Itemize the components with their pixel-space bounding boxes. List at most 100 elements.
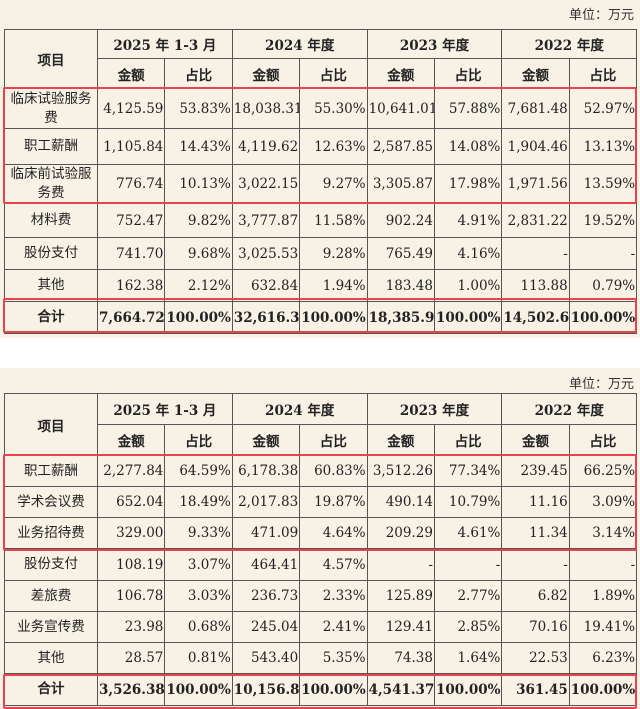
ratio-cell: 100.00% xyxy=(433,301,503,334)
amount-cell: 10,641.01 xyxy=(366,88,435,129)
ratio-header: 占比 xyxy=(433,58,503,89)
ratio-cell: 1.00% xyxy=(433,269,503,302)
amount-cell: 245.04 xyxy=(231,611,301,643)
ratio-cell: 18.49% xyxy=(164,486,233,518)
amount-cell: 4,541.37 xyxy=(366,673,435,706)
ratio-cell: 64.59% xyxy=(164,455,233,487)
total-row: 合计7,664.72100.00%32,616.32100.00%18,385.… xyxy=(4,301,638,334)
amount-header: 金额 xyxy=(231,58,301,89)
ratio-cell: 3.03% xyxy=(164,580,233,612)
period-header: 2025 年 1-3 月 xyxy=(97,29,233,59)
table-row: 学术会议费 652.04 18.49% 2,017.83 19.87% 490.14 10.… xyxy=(4,486,638,518)
amount-cell: 2,587.85 xyxy=(366,128,435,165)
period-header: 2022 年度 xyxy=(501,29,638,59)
ratio-header: 占比 xyxy=(164,424,233,456)
table-row: 股份支付 108.19 3.07% 464.41 4.57% - - - - xyxy=(4,548,638,581)
amount-cell: 6,178.38 xyxy=(231,455,301,487)
period-header: 2025 年 1-3 月 xyxy=(97,393,233,425)
ratio-cell: - xyxy=(568,548,638,581)
ratio-cell: 100.00% xyxy=(164,301,233,334)
ratio-cell: - xyxy=(433,548,503,581)
ratio-cell: 4.91% xyxy=(433,203,503,238)
amount-cell: 23.98 xyxy=(96,611,166,643)
row-label: 临床试验服务费 xyxy=(4,88,98,129)
amount-cell: 902.24 xyxy=(366,203,435,238)
ratio-cell: 100.00% xyxy=(299,301,368,334)
ratio-cell: 100.00% xyxy=(299,673,368,706)
subheader-row: 金额 占比 金额 占比 金额 占比 金额 占比 xyxy=(5,58,638,89)
amount-cell: 7,664.72 xyxy=(96,301,166,334)
row-label: 业务招待费 xyxy=(4,517,98,549)
ratio-cell: 10.79% xyxy=(433,486,503,518)
amount-cell: 2,017.83 xyxy=(231,486,301,518)
ratio-cell: 4.61% xyxy=(433,517,503,549)
amount-cell: 209.29 xyxy=(366,517,435,549)
amount-header: 金额 xyxy=(501,58,570,89)
ratio-header: 占比 xyxy=(433,424,503,456)
ratio-cell: 0.81% xyxy=(164,642,233,674)
period-header: 2022 年度 xyxy=(501,393,638,425)
period-header: 2023 年度 xyxy=(366,393,503,425)
amount-cell: 776.74 xyxy=(96,164,166,204)
rd-expense-panel: 单位：万元 项目 2025 年 1-3 月 2024 年度 2023 年度 2022 年… xyxy=(0,0,640,338)
ratio-cell: 2.41% xyxy=(299,611,368,643)
ratio-cell: 5.35% xyxy=(299,642,368,674)
amount-cell: 3,022.15 xyxy=(231,164,301,204)
header-row: 项目 2025 年 1-3 月 2024 年度 2023 年度 2022 年度 xyxy=(4,393,638,456)
amount-cell: 11.16 xyxy=(501,486,570,518)
amount-cell: 11.34 xyxy=(501,517,570,549)
amount-header: 金额 xyxy=(231,424,301,456)
amount-cell: 18,038.31 xyxy=(231,88,301,129)
sales-expense-table: 项目 2025 年 1-3 月 2024 年度 2023 年度 2022 年度 金额 占比金… xyxy=(4,393,638,706)
amount-cell: 464.41 xyxy=(231,548,301,581)
ratio-cell: 3.07% xyxy=(164,548,233,581)
ratio-cell: 100.00% xyxy=(433,673,503,706)
ratio-cell: 14.08% xyxy=(433,128,503,165)
amount-cell: 7,681.48 xyxy=(501,88,570,129)
amount-cell: 741.70 xyxy=(96,237,166,270)
ratio-cell: 2.85% xyxy=(433,611,503,643)
ratio-cell: 100.00% xyxy=(568,301,638,334)
amount-cell: 129.41 xyxy=(366,611,435,643)
amount-cell: 329.00 xyxy=(96,517,166,549)
amount-cell: 239.45 xyxy=(501,455,570,487)
ratio-header: 占比 xyxy=(568,424,638,456)
table-row: 业务宣传费 23.98 0.68% 245.04 2.41% 129.41 2.85% 70.… xyxy=(4,611,638,643)
amount-cell: 4,125.59 xyxy=(96,88,166,129)
ratio-cell: 17.98% xyxy=(433,164,503,204)
ratio-cell: 9.33% xyxy=(164,517,233,549)
ratio-cell: 53.83% xyxy=(164,88,233,129)
period-header: 2023 年度 xyxy=(366,29,503,59)
amount-cell: 236.73 xyxy=(231,580,301,612)
ratio-cell: 52.97% xyxy=(568,88,638,129)
ratio-cell: 9.82% xyxy=(164,203,233,238)
ratio-cell: 0.68% xyxy=(164,611,233,643)
table-row: 职工薪酬 1,105.84 14.43% 4,119.62 12.63% 2,587.85… xyxy=(4,128,638,165)
table-row: 临床试验服务费 4,125.59 53.83% 18,038.31 55.30% 10,6… xyxy=(4,88,638,129)
ratio-header: 占比 xyxy=(299,58,368,89)
ratio-header: 占比 xyxy=(568,58,638,89)
ratio-header: 占比 xyxy=(164,58,233,89)
ratio-cell: 19.87% xyxy=(299,486,368,518)
amount-cell: 32,616.32 xyxy=(231,301,301,334)
ratio-cell: 3.09% xyxy=(568,486,638,518)
amount-cell: 125.89 xyxy=(366,580,435,612)
ratio-cell: 14.43% xyxy=(164,128,233,165)
row-label: 其他 xyxy=(4,642,98,674)
ratio-cell: 9.28% xyxy=(299,237,368,270)
ratio-cell: 13.13% xyxy=(568,128,638,165)
item-header: 项目 xyxy=(4,29,98,89)
amount-header: 金额 xyxy=(366,424,435,456)
rd-expense-table: 项目 2025 年 1-3 月 2024 年度 2023 年度 2022 年度 金额 占比金… xyxy=(4,29,638,334)
unit-label: 单位：万元 xyxy=(568,377,634,392)
ratio-cell: - xyxy=(568,237,638,270)
ratio-cell: 4.64% xyxy=(299,517,368,549)
row-label: 职工薪酬 xyxy=(4,128,98,165)
subheader-row: 金额 占比 金额 占比 金额 占比 金额 占比 xyxy=(5,424,638,456)
amount-cell: 652.04 xyxy=(96,486,166,518)
row-label: 合计 xyxy=(4,673,98,706)
ratio-cell: 3.14% xyxy=(568,517,638,549)
row-label: 其他 xyxy=(4,269,98,302)
ratio-cell: 9.27% xyxy=(299,164,368,204)
ratio-cell: 19.41% xyxy=(568,611,638,643)
